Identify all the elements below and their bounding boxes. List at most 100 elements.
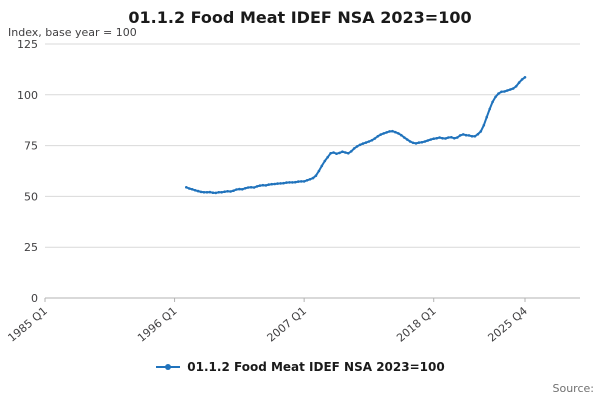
series-point [523, 76, 527, 79]
series-point [320, 164, 324, 168]
series-point [476, 132, 480, 136]
series-point [350, 150, 353, 153]
series-point [338, 151, 341, 155]
series-point [520, 78, 524, 81]
series-point [208, 190, 212, 194]
series-point [405, 138, 409, 141]
series-point [199, 190, 203, 194]
series-point [347, 152, 350, 155]
series-point [276, 182, 279, 185]
series-point [217, 191, 220, 194]
series-point [238, 187, 241, 191]
series-point [258, 184, 262, 187]
series-point [464, 133, 468, 137]
series-point [497, 92, 500, 95]
series-point [323, 159, 327, 163]
series-point [447, 136, 450, 139]
series-point [453, 137, 456, 140]
series-point [235, 188, 238, 191]
series-point [450, 136, 453, 139]
series-point [458, 134, 462, 137]
series-point [305, 179, 309, 182]
series-point [467, 134, 471, 137]
series-point [214, 191, 218, 195]
series-point [299, 180, 303, 183]
y-tick-label: 0 [31, 292, 38, 305]
series-point [329, 152, 332, 155]
series-point [423, 140, 427, 143]
series-point [373, 137, 377, 140]
series-point [420, 141, 424, 144]
series-point [185, 186, 188, 189]
series-point [232, 189, 235, 192]
x-tick-label: 1996 Q1 [135, 304, 179, 344]
series-point [506, 89, 509, 92]
series-point [394, 130, 397, 134]
series-point [335, 152, 338, 155]
x-tick-label: 1985 Q1 [5, 304, 49, 344]
series-point [270, 182, 274, 186]
series-point [370, 139, 374, 142]
series-point [196, 189, 200, 193]
series-point [285, 181, 288, 184]
y-tick-label: 50 [24, 190, 38, 203]
series-point [511, 87, 515, 90]
legend-item[interactable]: 01.1.2 Food Meat IDEF NSA 2023=100 [0, 360, 600, 374]
series-point [211, 191, 215, 194]
series-point [485, 115, 489, 119]
legend-line-marker-icon [156, 364, 181, 370]
series-point [294, 180, 297, 184]
series-point [311, 176, 315, 180]
series-point [517, 81, 521, 84]
series-point [491, 100, 494, 104]
series-point [273, 182, 277, 186]
series-point [385, 131, 388, 134]
series-point [326, 155, 330, 159]
series-point [188, 187, 191, 190]
series-point [426, 139, 430, 142]
series-point [223, 190, 226, 193]
series-point [361, 142, 365, 145]
series-point [494, 95, 497, 99]
series-point [317, 169, 321, 173]
x-tick-label: 2007 Q1 [265, 304, 309, 344]
series-point [314, 174, 318, 177]
series-point [514, 85, 518, 88]
series-point [341, 150, 344, 153]
series-point [509, 88, 512, 91]
series-point [435, 137, 439, 140]
series-point [503, 90, 506, 93]
series-point [226, 190, 229, 193]
series-point [444, 137, 447, 140]
series-point [388, 130, 391, 133]
series-point [500, 90, 503, 94]
series-point [205, 191, 209, 194]
series-point [264, 184, 268, 187]
y-tick-label: 25 [24, 241, 38, 254]
series-point [202, 191, 206, 194]
series-point [220, 191, 223, 194]
series-point [291, 181, 294, 184]
series-point [364, 141, 368, 144]
series-point [246, 186, 250, 189]
series-point [190, 188, 194, 191]
series-point [229, 190, 232, 193]
series-point [249, 186, 253, 189]
series-point [297, 180, 300, 183]
series-point [488, 107, 492, 111]
series-point [473, 135, 477, 138]
series-point [411, 141, 415, 145]
line-chart: 0 25 50 75 100 125 1985 Q1 1996 Q1 2007 Q1 2018 Q… [5, 38, 580, 345]
x-tick-label: 2025 Q4 [485, 304, 529, 344]
series-point [367, 140, 371, 143]
series-point [308, 178, 312, 181]
y-tick-label: 75 [24, 140, 38, 153]
series-point [241, 188, 244, 191]
series-point [482, 124, 486, 127]
series-point [414, 142, 418, 145]
series-point [479, 130, 483, 133]
series-point [379, 133, 383, 136]
series-point [441, 137, 444, 140]
series-point [429, 138, 433, 141]
